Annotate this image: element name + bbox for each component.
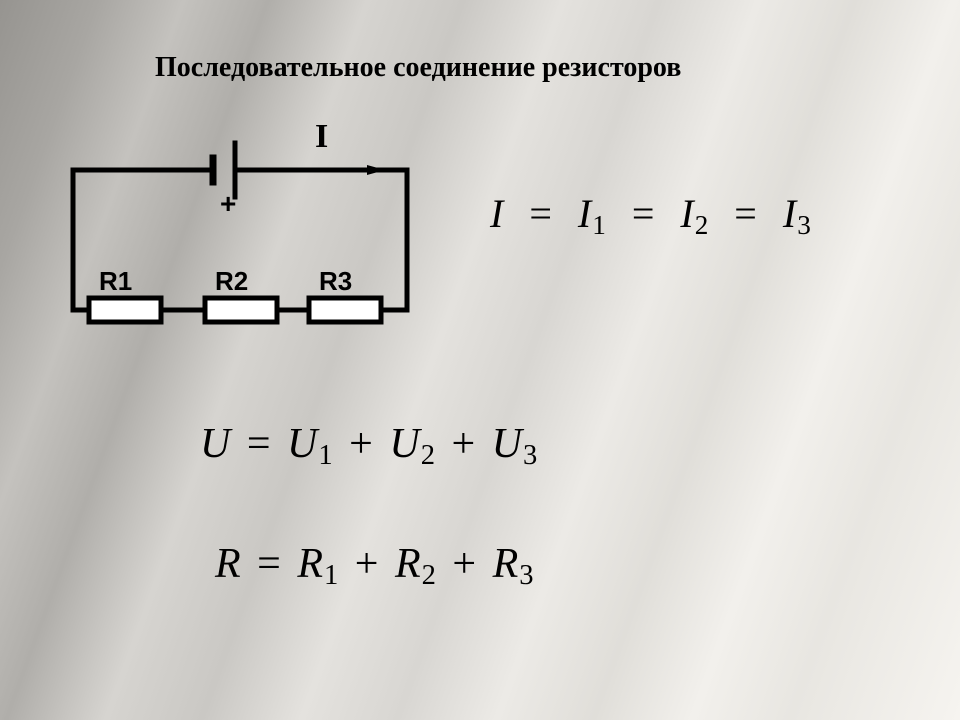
eq-var: I	[578, 191, 591, 236]
page-title: Последовательное соединение резисторов	[155, 52, 681, 84]
eq-var: U	[200, 421, 230, 467]
eq-sub: 3	[796, 210, 811, 240]
eq-var: I	[680, 191, 693, 236]
equation-resistance: R = R1 + R2 + R3	[215, 540, 534, 592]
eq-sub: 3	[518, 560, 533, 591]
eq-var: R	[297, 541, 323, 587]
eq-op: +	[343, 421, 379, 467]
eq-sub: 3	[522, 440, 537, 471]
circuit-diagram: + I R1 R2 R3	[55, 115, 425, 345]
eq-op: =	[251, 541, 287, 587]
eq-sub: 2	[694, 210, 709, 240]
eq-sub: 1	[591, 210, 606, 240]
eq-var: R	[493, 541, 519, 587]
eq-op: +	[445, 421, 481, 467]
eq-var: U	[389, 421, 419, 467]
eq-var: U	[287, 421, 317, 467]
eq-op: =	[626, 191, 661, 236]
battery-plus-label: +	[220, 188, 236, 219]
resistor-label-r1: R1	[99, 266, 132, 296]
eq-var: R	[215, 541, 241, 587]
resistor-label-r3: R3	[319, 266, 352, 296]
eq-op: =	[523, 191, 558, 236]
eq-sub: 1	[323, 560, 338, 591]
eq-op: =	[241, 421, 277, 467]
eq-op: +	[446, 541, 482, 587]
eq-var: I	[783, 191, 796, 236]
equation-voltage: U = U1 + U2 + U3	[200, 420, 537, 472]
eq-sub: 2	[420, 440, 435, 471]
current-label: I	[315, 118, 328, 155]
eq-var: I	[490, 191, 503, 236]
eq-sub: 2	[421, 560, 436, 591]
eq-sub: 1	[317, 440, 332, 471]
resistor-label-r2: R2	[215, 266, 248, 296]
eq-op: +	[349, 541, 385, 587]
eq-var: U	[492, 421, 522, 467]
equation-current: I = I1 = I2 = I3	[490, 190, 811, 241]
eq-op: =	[728, 191, 763, 236]
eq-var: R	[395, 541, 421, 587]
